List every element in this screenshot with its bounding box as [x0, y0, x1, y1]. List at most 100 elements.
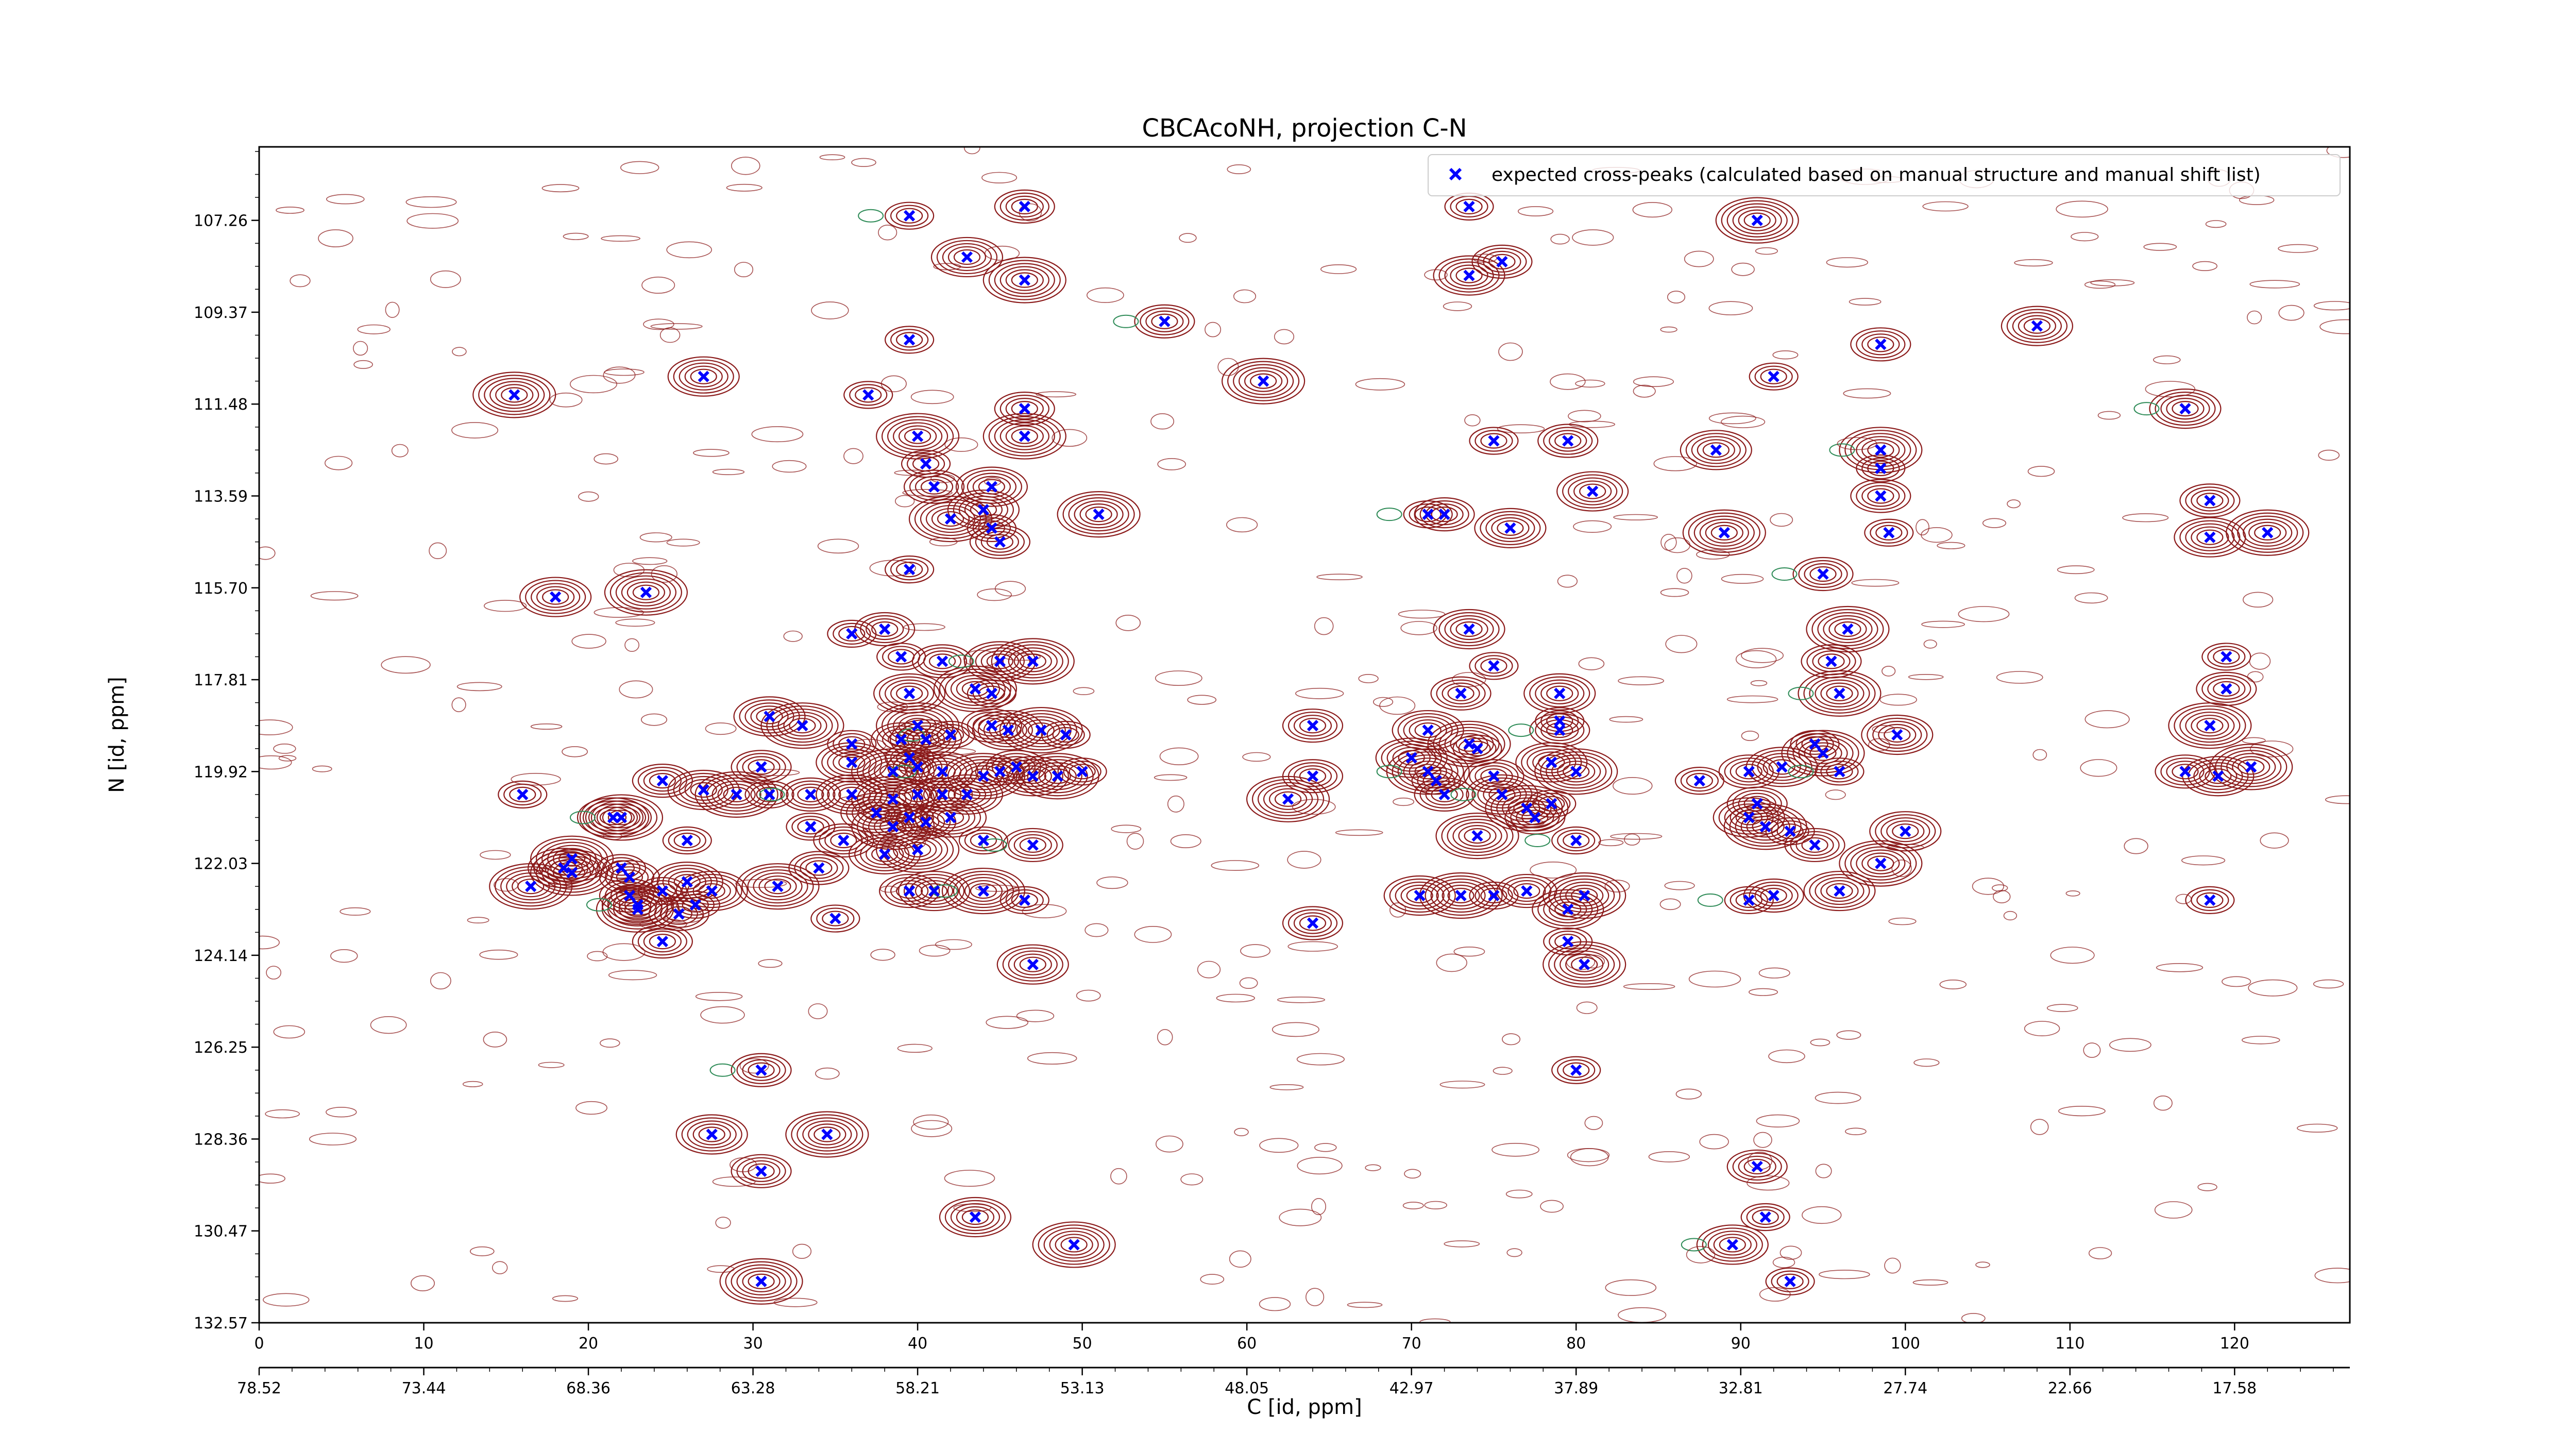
cross-peak-marker — [623, 889, 636, 902]
y-axis: 132.57 130.47 128.36 126.25 124.14 122.03 119.… — [194, 151, 259, 1333]
contour-ring — [923, 650, 962, 672]
contour-ring — [1738, 793, 1776, 815]
contour-ring — [1548, 944, 1621, 985]
noise-contour — [2084, 710, 2130, 729]
contour-ring — [937, 727, 964, 743]
contour-ring — [2166, 398, 2205, 420]
noise-contour — [2278, 305, 2304, 321]
contour-ring — [785, 1111, 869, 1158]
contour-ring — [1732, 1152, 1782, 1181]
contour-ring — [1011, 892, 1038, 908]
contour-ring — [1455, 621, 1483, 637]
contour-ring — [2191, 526, 2229, 548]
ppm-tick-label: 73.44 — [402, 1379, 446, 1397]
cross-peak-marker — [566, 853, 578, 865]
noise-contour — [1623, 983, 1675, 990]
contour-ring — [967, 679, 1016, 707]
y-tick-label: 119.92 — [194, 763, 248, 781]
contour-ring — [681, 873, 742, 908]
noise-contour — [894, 469, 931, 476]
contour-ring — [2185, 523, 2235, 551]
noise-contour — [1239, 977, 1258, 989]
noise-contour — [2056, 200, 2108, 218]
cross-peak-marker — [1504, 522, 1516, 534]
contour-ring — [876, 413, 960, 460]
noise-contour — [1234, 1127, 1249, 1136]
cross-peak-marker — [698, 370, 709, 382]
cross-peak-marker — [838, 834, 850, 847]
cross-peak-marker — [1768, 889, 1780, 902]
noise-contour — [2074, 592, 2108, 604]
contour-ring — [2209, 744, 2293, 790]
noise-contour — [1200, 1274, 1225, 1285]
contour-ring — [1057, 757, 1107, 786]
noise-contour — [878, 225, 897, 241]
noise-contour — [2030, 1119, 2049, 1135]
negative-contour — [1771, 567, 1798, 581]
noise-contour — [1696, 549, 1730, 560]
noise-contour — [977, 588, 1012, 601]
contour-ring — [2196, 493, 2224, 509]
contour-ring — [1002, 644, 1063, 679]
contour-ring — [659, 903, 698, 925]
noise-contour — [1452, 672, 1486, 687]
noise-contour — [1708, 412, 1756, 425]
noise-contour — [1240, 944, 1270, 958]
contour-ring — [731, 1264, 792, 1299]
cross-peak-marker — [1414, 889, 1426, 902]
noise-contour — [1922, 201, 1969, 212]
contour-ring — [478, 375, 551, 415]
noise-contour — [1576, 1001, 1598, 1014]
contour-ring — [1471, 777, 1533, 812]
noise-contour — [2249, 280, 2300, 289]
noise-contour — [330, 949, 358, 963]
contour-ring — [2149, 389, 2222, 429]
contour-ring — [1735, 892, 1762, 908]
cross-peak-marker — [772, 881, 784, 892]
contour-ring — [665, 906, 692, 922]
noise-contour — [1453, 946, 1485, 957]
noise-contour — [2065, 890, 2080, 897]
cross-peak-marker — [986, 481, 998, 493]
noise-contour — [981, 172, 1018, 183]
cross-peak-marker — [887, 821, 899, 833]
contour-ring — [994, 189, 1055, 224]
noise-contour — [511, 772, 561, 786]
contour-ring — [777, 712, 827, 740]
noise-contour — [1557, 575, 1578, 588]
contour-ring — [1705, 521, 1743, 544]
contour-ring — [1771, 1270, 1809, 1292]
contour-ring — [1246, 776, 1330, 822]
cross-peak-marker — [846, 788, 858, 801]
contour-ring — [1527, 748, 1577, 777]
contour-ring — [899, 425, 937, 447]
contour-ring — [994, 263, 1055, 297]
contour-ring — [1491, 517, 1530, 539]
contour-ring — [1730, 761, 1768, 783]
noise-contour — [456, 682, 502, 692]
noise-contour — [1568, 410, 1601, 423]
noise-contour — [1815, 1091, 1861, 1104]
noise-contour — [1573, 520, 1612, 533]
noise-contour — [2250, 740, 2294, 757]
legend-box — [1428, 154, 2341, 196]
noise-contour — [1660, 588, 1689, 597]
x-tick-label: 120 — [2220, 1335, 2249, 1353]
contour-ring — [1562, 474, 1623, 509]
cross-peak-marker — [1093, 509, 1105, 520]
contour-ring — [1776, 1273, 1804, 1289]
contour-ring — [750, 705, 789, 728]
contour-ring — [1856, 849, 1906, 878]
noise-contour — [2192, 261, 2218, 272]
noise-contour — [1550, 373, 1586, 390]
noise-contour — [601, 235, 640, 242]
contour-ring — [896, 332, 923, 348]
contour-ring — [748, 1273, 775, 1289]
contour-ring — [2213, 649, 2240, 665]
contour-ring — [975, 757, 1025, 786]
contour-ring — [1422, 773, 1450, 789]
noise-contour — [1424, 269, 1448, 281]
contour-ring — [1886, 820, 1925, 843]
cross-peak-marker — [1027, 655, 1039, 667]
